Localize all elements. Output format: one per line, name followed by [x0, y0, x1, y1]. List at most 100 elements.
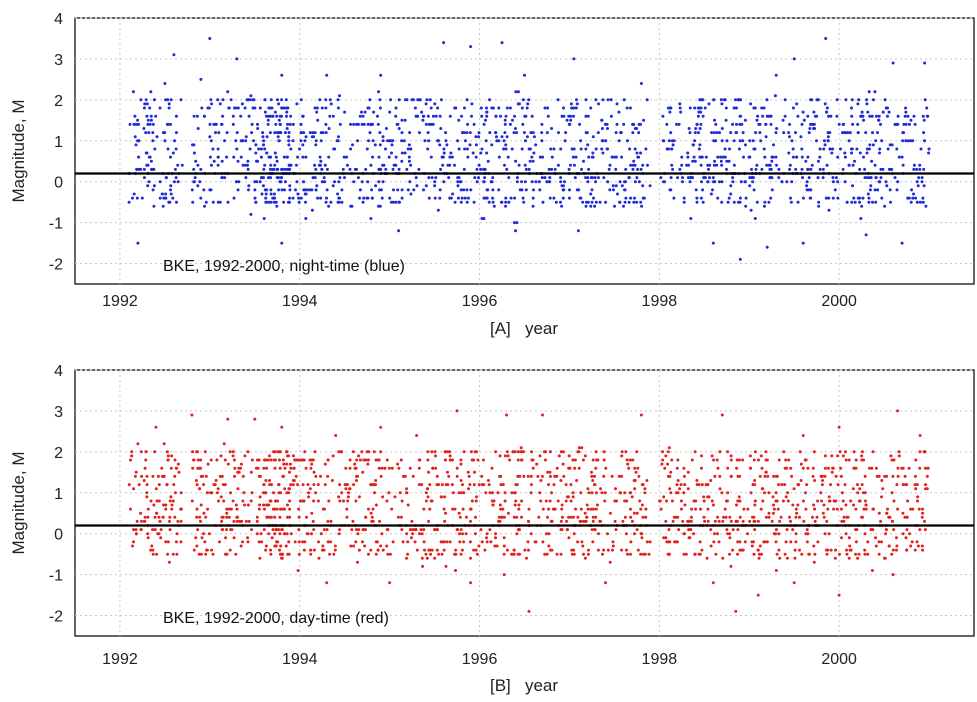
- data-point: [291, 139, 295, 143]
- data-point: [472, 483, 476, 487]
- data-point: [600, 127, 604, 130]
- data-point: [316, 196, 320, 200]
- data-point: [303, 450, 307, 454]
- data-point: [811, 474, 815, 478]
- data-point: [132, 192, 136, 196]
- data-point: [499, 483, 503, 487]
- data-point: [311, 176, 315, 180]
- data-point: [453, 552, 457, 556]
- data-point: [569, 483, 573, 487]
- data-point: [551, 507, 555, 511]
- data-point: [273, 131, 277, 135]
- data-point: [505, 106, 509, 110]
- data-point: [572, 163, 576, 167]
- data-point: [277, 528, 281, 532]
- data-point: [508, 106, 512, 110]
- data-point: [430, 176, 434, 180]
- data-point: [711, 176, 715, 180]
- data-point: [900, 466, 904, 470]
- data-point: [837, 593, 841, 597]
- data-point: [921, 200, 925, 204]
- data-point: [783, 114, 787, 118]
- data-point: [545, 552, 549, 556]
- data-point: [424, 552, 428, 556]
- data-point: [617, 110, 621, 114]
- data-point: [275, 204, 279, 208]
- data-point: [170, 454, 174, 458]
- data-point: [644, 147, 648, 151]
- data-point: [871, 98, 875, 102]
- data-point: [594, 147, 598, 151]
- data-point: [338, 122, 342, 126]
- data-point: [911, 139, 915, 143]
- data-point: [235, 147, 239, 151]
- data-point: [286, 552, 290, 556]
- data-point: [788, 515, 791, 519]
- data-point: [901, 131, 905, 135]
- data-point: [591, 540, 595, 544]
- data-point: [723, 98, 727, 102]
- data-point: [611, 184, 615, 188]
- data-point: [526, 540, 530, 544]
- data-point: [573, 176, 577, 180]
- data-point: [447, 176, 451, 180]
- data-point: [232, 536, 236, 540]
- data-point: [417, 483, 421, 487]
- x-tick-label: 2000: [821, 651, 857, 668]
- data-point: [357, 454, 361, 458]
- data-point: [750, 167, 753, 171]
- data-point: [288, 200, 291, 204]
- data-point: [687, 519, 691, 523]
- data-point: [567, 515, 571, 519]
- data-point: [429, 155, 433, 159]
- data-point: [845, 548, 849, 552]
- data-point: [877, 540, 881, 544]
- data-point: [836, 454, 840, 458]
- data-point: [173, 139, 176, 143]
- data-point: [520, 180, 524, 184]
- data-point: [594, 200, 598, 204]
- data-point: [765, 163, 769, 167]
- data-point: [468, 483, 472, 487]
- data-point: [780, 483, 784, 487]
- data-point: [446, 470, 449, 474]
- data-point: [792, 581, 796, 585]
- data-point: [827, 466, 830, 470]
- data-point: [477, 483, 481, 487]
- data-point: [236, 159, 240, 163]
- data-point: [720, 200, 724, 204]
- data-point: [143, 466, 147, 470]
- data-point: [742, 155, 745, 159]
- data-point: [179, 540, 183, 544]
- data-point: [263, 98, 267, 102]
- data-point: [227, 515, 231, 519]
- data-point: [336, 98, 340, 102]
- data-point: [456, 184, 460, 188]
- data-point: [204, 474, 208, 478]
- data-point: [474, 143, 478, 147]
- data-point: [547, 167, 551, 171]
- data-point: [636, 155, 640, 159]
- data-point: [160, 192, 164, 196]
- data-point: [321, 131, 325, 135]
- data-point: [146, 122, 150, 126]
- data-point: [239, 155, 243, 159]
- data-point: [418, 98, 422, 102]
- data-point: [731, 176, 735, 180]
- data-point: [344, 466, 348, 470]
- data-point: [823, 102, 827, 106]
- data-point: [694, 507, 698, 511]
- data-point: [167, 560, 171, 564]
- data-point: [685, 163, 689, 167]
- data-point: [150, 544, 154, 548]
- data-point: [890, 491, 894, 495]
- data-point: [300, 458, 304, 462]
- data-point: [314, 188, 318, 192]
- data-point: [747, 155, 751, 159]
- data-point: [858, 167, 862, 171]
- data-point: [895, 122, 899, 126]
- data-point: [755, 200, 759, 204]
- data-point: [693, 159, 697, 163]
- data-point: [414, 176, 418, 180]
- data-point: [438, 196, 442, 200]
